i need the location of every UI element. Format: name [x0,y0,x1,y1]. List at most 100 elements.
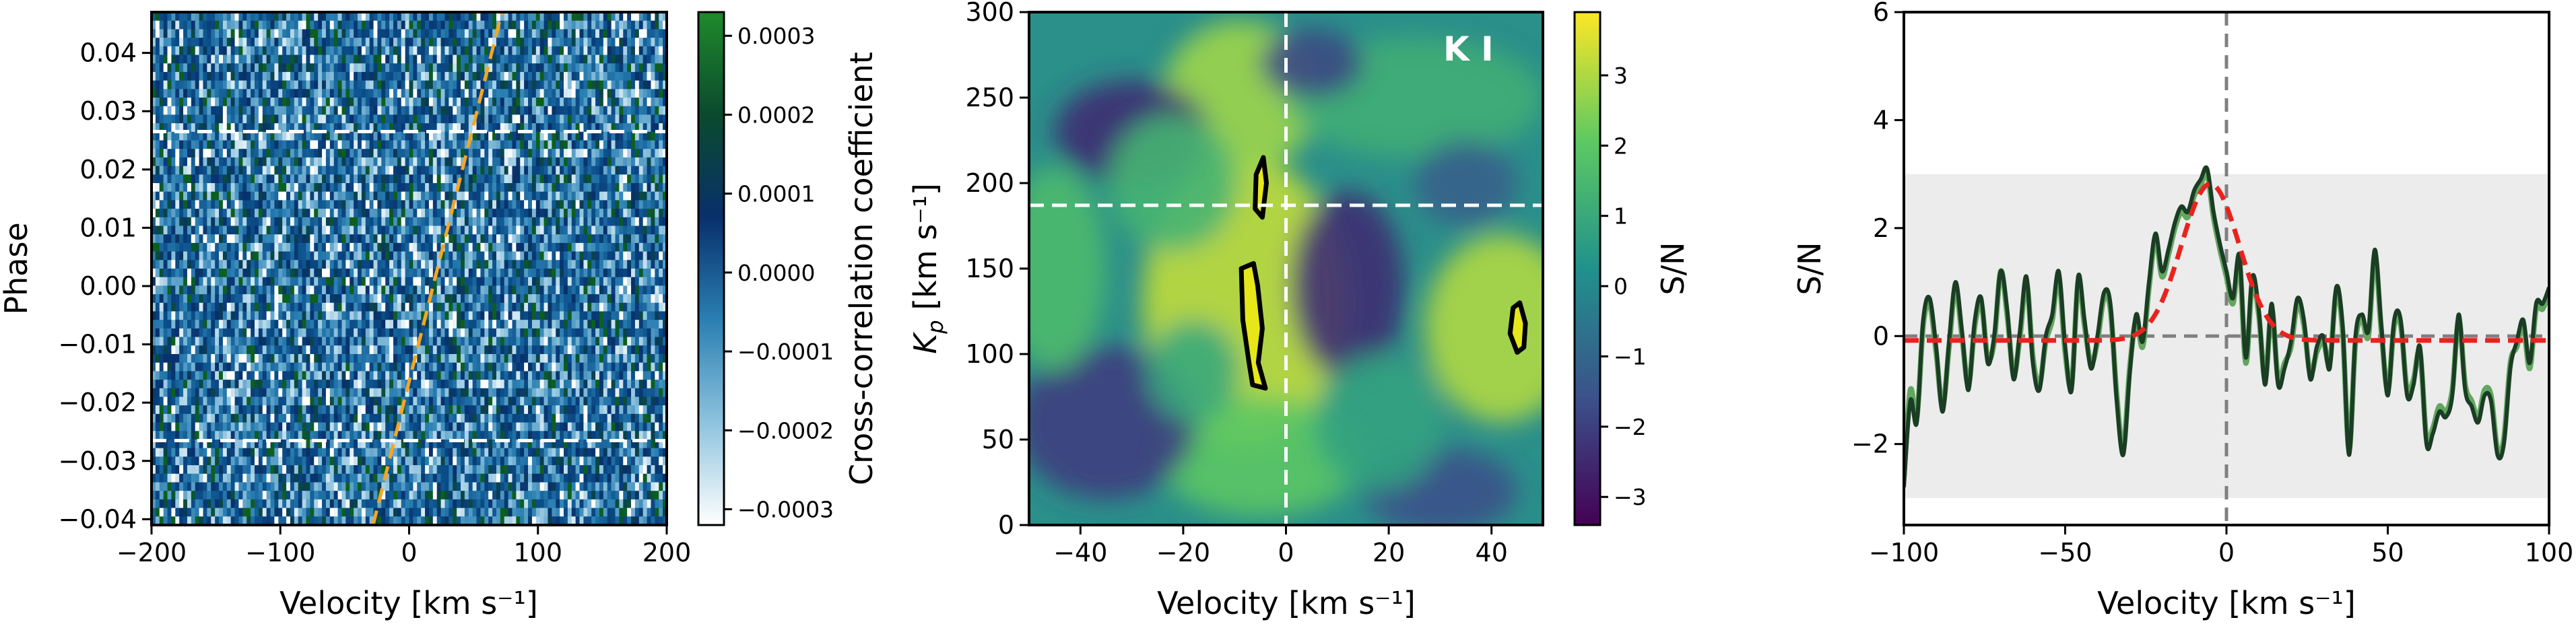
heatmap-cell [333,311,339,320]
heatmap-cell [595,285,600,295]
heatmap-cell [627,140,632,149]
heatmap-cell [417,123,422,133]
heatmap-cell [575,285,581,295]
heatmap-cell [409,328,414,338]
heatmap-cell [234,285,240,295]
heatmap-cell [552,149,556,158]
heatmap-cell [322,191,327,201]
heatmap-cell [179,225,184,235]
heatmap-cell [619,71,624,81]
heatmap-cell [631,71,636,81]
heatmap-cell [543,20,549,30]
heatmap-cell [258,285,263,295]
heatmap-cell [560,294,564,304]
heatmap-cell [512,277,517,286]
heatmap-cell [655,328,659,338]
heatmap-cell [155,285,160,295]
heatmap-cell [361,242,366,252]
heatmap-cell [385,149,390,158]
heatmap-cell [163,285,168,295]
heatmap-cell [230,63,236,73]
heatmap-cell [615,123,620,133]
heatmap-cell [428,311,434,320]
heatmap-cell [262,20,267,30]
heatmap-cell [302,98,307,107]
heatmap-cell [587,140,592,149]
heatmap-cell [333,302,339,312]
heatmap-cell [634,63,640,73]
heatmap-cell [377,20,382,30]
heatmap-cell [591,20,596,30]
heatmap-cell [199,200,204,209]
heatmap-cell [564,89,568,98]
heatmap-cell [381,320,386,329]
heatmap-cell [246,320,251,329]
heatmap-cell [531,183,537,193]
heatmap-cell [278,166,283,175]
heatmap-cell [389,106,394,115]
heatmap-cell [587,123,592,133]
heatmap-cell [270,251,275,260]
heatmap-cell [354,191,358,201]
heatmap-cell [183,131,188,141]
heatmap-cell [306,183,310,193]
heatmap-cell [211,174,216,184]
heatmap-cell [179,234,184,244]
heatmap-cell [222,55,228,64]
heatmap-cell [488,98,493,107]
heatmap-cell [361,251,366,260]
heatmap-cell [564,46,568,56]
heatmap-cell [663,277,667,286]
heatmap-cell [219,209,224,218]
heatmap-cell [167,311,172,320]
heatmap-cell [663,140,667,149]
heatmap-cell [266,29,271,38]
heatmap-cell [258,157,263,167]
heatmap-cell [282,302,287,312]
heatmap-cell [413,140,418,149]
heatmap-cell [211,294,216,304]
heatmap-cell [417,311,422,320]
heatmap-cell [615,328,620,338]
heatmap-cell [405,20,410,30]
heatmap-cell [464,302,469,312]
heatmap-cell [543,71,549,81]
heatmap-cell [377,302,382,312]
heatmap-cell [318,166,323,175]
heatmap-cell [488,302,493,312]
heatmap-cell [405,302,410,312]
heatmap-cell [262,123,267,133]
heatmap-cell [258,106,263,115]
heatmap-cell [461,225,465,235]
heatmap-cell [282,123,287,133]
heatmap-cell [634,20,640,30]
heatmap-cell [167,302,172,312]
heatmap-cell [564,183,568,193]
heatmap-cell [579,89,585,98]
heatmap-cell [266,302,271,312]
heatmap-cell [655,302,659,312]
heatmap-cell [195,302,200,312]
heatmap-cell [246,166,251,175]
heatmap-cell [524,55,529,64]
heatmap-cell [476,123,482,133]
heatmap-cell [520,63,525,73]
heatmap-cell [207,269,211,278]
heatmap-cell [258,80,263,90]
heatmap-cell [627,302,632,312]
heatmap-cell [310,277,315,286]
heatmap-cell [595,242,600,252]
heatmap-cell [484,12,489,22]
heatmap-cell [508,98,513,107]
heatmap-cell [230,123,236,133]
heatmap-cell [286,157,291,167]
heatmap-cell [322,260,327,269]
heatmap-cell [373,328,378,338]
heatmap-cell [413,80,418,90]
heatmap-cell [298,140,303,149]
heatmap-cell [222,217,228,227]
heatmap-cell [179,217,184,227]
heatmap-cell [302,311,307,320]
heatmap-cell [385,269,390,278]
heatmap-cell [638,149,644,158]
